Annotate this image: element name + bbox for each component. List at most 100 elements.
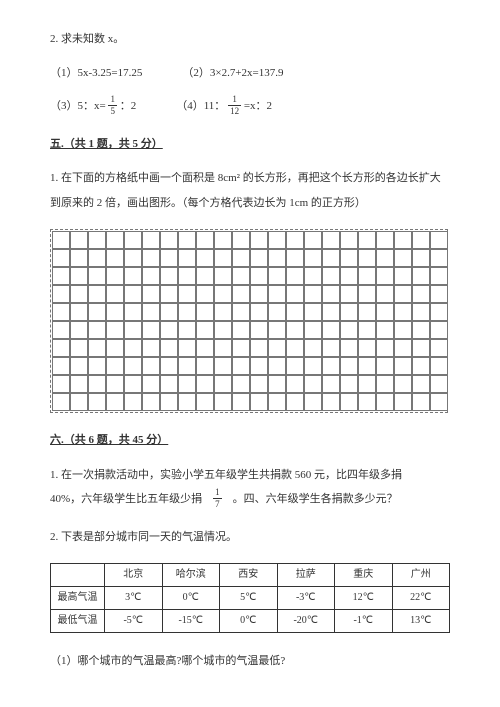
eq4-pre: （4）11： (176, 100, 228, 112)
grid-cell (106, 267, 124, 285)
grid-cell (412, 303, 430, 321)
grid-cell (124, 339, 142, 357)
grid-cell (232, 375, 250, 393)
grid-cell (376, 285, 394, 303)
grid-cell (250, 285, 268, 303)
grid-cell (196, 303, 214, 321)
grid-cell (358, 375, 376, 393)
grid-cell (340, 303, 358, 321)
section-5-q1: 1. 在下面的方格纸中画一个面积是 8cm² 的长方形，再把这个长方形的各边长扩… (50, 166, 450, 214)
grid-cell (250, 231, 268, 249)
grid-cell (412, 339, 430, 357)
grid-cell (88, 249, 106, 267)
grid-cell (88, 357, 106, 375)
grid-cell (322, 321, 340, 339)
grid-cell (214, 357, 232, 375)
grid-cell (250, 375, 268, 393)
grid-cell (286, 339, 304, 357)
grid-cell (286, 285, 304, 303)
grid-cell (70, 357, 88, 375)
grid-cell (376, 393, 394, 411)
grid-cell (430, 339, 448, 357)
grid-cell (268, 375, 286, 393)
grid-cell (340, 321, 358, 339)
grid-cell (196, 339, 214, 357)
equation-row-1: （1）5x-3.25=17.25 （2）3×2.7+2x=137.9 (50, 64, 450, 84)
grid-cell (322, 393, 340, 411)
grid-cell (142, 285, 160, 303)
grid-cell (232, 303, 250, 321)
grid-cell (394, 339, 412, 357)
grid-cell (106, 339, 124, 357)
grid-cell (52, 249, 70, 267)
grid-cell (52, 339, 70, 357)
grid-cell (214, 303, 232, 321)
city-header: 西安 (220, 564, 278, 587)
grid-cell (52, 231, 70, 249)
grid-cell (286, 357, 304, 375)
grid-cell (232, 339, 250, 357)
equation-3: （3）5：x= 15 ：2 (50, 96, 136, 117)
grid-cell (358, 249, 376, 267)
city-header: 拉萨 (277, 564, 335, 587)
grid-cell (304, 285, 322, 303)
temp-cell: -5℃ (105, 610, 163, 633)
grid-cell (286, 303, 304, 321)
grid-cell (196, 285, 214, 303)
grid-cell (52, 285, 70, 303)
q1-den: 7 (213, 499, 222, 509)
grid-cell (394, 249, 412, 267)
grid-cell (268, 339, 286, 357)
grid-cell (178, 375, 196, 393)
grid-cell (304, 393, 322, 411)
grid-cell (430, 357, 448, 375)
grid-cell (52, 393, 70, 411)
grid-cell (268, 285, 286, 303)
grid-cell (412, 393, 430, 411)
q1-fraction: 17 (213, 488, 222, 509)
temp-cell: -20℃ (277, 610, 335, 633)
grid-cell (304, 303, 322, 321)
equation-row-2: （3）5：x= 15 ：2 （4）11： 112 =x：2 (50, 96, 450, 117)
grid-cell (322, 375, 340, 393)
grid-cell (124, 357, 142, 375)
eq4-num: 1 (228, 95, 241, 106)
grid-cell (178, 339, 196, 357)
eq3-fraction: 15 (108, 95, 117, 116)
grid-cell (106, 357, 124, 375)
grid-cell (160, 357, 178, 375)
grid-cell (412, 285, 430, 303)
grid-cell (88, 393, 106, 411)
grid-cell (412, 375, 430, 393)
grid-cell (70, 285, 88, 303)
grid-cell (196, 249, 214, 267)
grid-cell (70, 231, 88, 249)
grid-cell (376, 303, 394, 321)
grid-cell (142, 357, 160, 375)
grid-cell (430, 231, 448, 249)
grid-cell (52, 357, 70, 375)
grid-cell (430, 303, 448, 321)
grid-cell (376, 357, 394, 375)
grid-cell (322, 231, 340, 249)
grid-cell (340, 231, 358, 249)
grid-cell (304, 375, 322, 393)
q1-part-a: 1. 在一次捐款活动中，实验小学五年级学生共捐款 560 元，比四年级多捐 (50, 469, 402, 481)
grid-cell (124, 375, 142, 393)
grid-cell (88, 285, 106, 303)
grid-cell (160, 303, 178, 321)
eq3-den: 5 (108, 106, 117, 116)
grid-cell (106, 375, 124, 393)
grid-cell (430, 285, 448, 303)
grid-cell (250, 321, 268, 339)
grid-cell (124, 267, 142, 285)
grid-cell (88, 321, 106, 339)
grid-cell (358, 357, 376, 375)
grid-cell (250, 339, 268, 357)
grid-cell (340, 357, 358, 375)
eq3-pre: （3）5：x= (50, 100, 108, 112)
grid-cell (196, 231, 214, 249)
table-header-row: 北京 哈尔滨 西安 拉萨 重庆 广州 (51, 564, 450, 587)
grid-cell (106, 393, 124, 411)
grid-cell (304, 357, 322, 375)
